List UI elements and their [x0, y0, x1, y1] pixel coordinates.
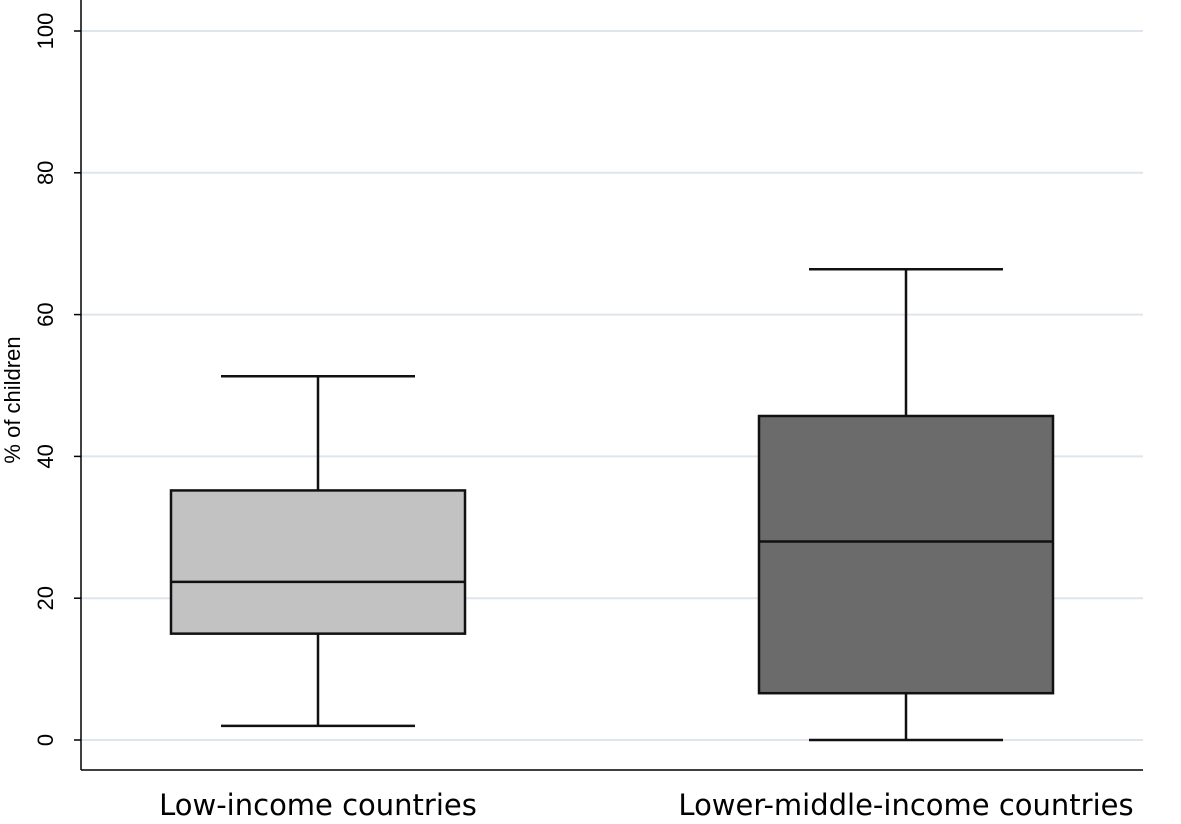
- y-tick-label-100: 100: [33, 13, 58, 50]
- boxes: [169, 267, 1055, 742]
- y-tick-labels: 0 20 40 60 80 100: [33, 13, 81, 746]
- box-group-2: [757, 267, 1055, 742]
- category-label-1: Low-income countries: [159, 788, 477, 822]
- axes: [80, 0, 1143, 771]
- iqr-box: [757, 414, 1055, 695]
- y-tick-label-40: 40: [33, 444, 58, 468]
- box-group-1: [169, 375, 467, 728]
- y-tick-label-20: 20: [33, 586, 58, 610]
- iqr-box: [169, 489, 467, 635]
- y-tick-label-60: 60: [33, 302, 58, 326]
- category-labels: Low-income countries Lower-middle-income …: [159, 788, 1133, 822]
- y-axis-title: % of children: [0, 336, 25, 463]
- y-tick-label-80: 80: [33, 161, 58, 185]
- category-label-2: Lower-middle-income countries: [678, 788, 1133, 822]
- y-tick-label-0: 0: [33, 734, 58, 746]
